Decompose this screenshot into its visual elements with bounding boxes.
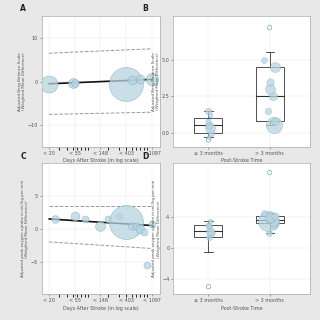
Point <box>208 113 213 118</box>
Point <box>138 226 143 231</box>
Text: D: D <box>142 152 149 161</box>
Y-axis label: Adjusted peak oxygen uptake in mL/kg per min
(Weighted Mean Difference): Adjusted peak oxygen uptake in mL/kg per… <box>21 180 29 277</box>
X-axis label: Post-Stroke Time: Post-Stroke Time <box>221 158 262 164</box>
Bar <box>195 118 222 132</box>
X-axis label: Days After Stroke (in log scale): Days After Stroke (in log scale) <box>63 306 139 311</box>
Point <box>52 216 57 221</box>
Text: B: B <box>142 4 148 13</box>
X-axis label: Days After Stroke (in log scale): Days After Stroke (in log scale) <box>63 158 139 164</box>
Point <box>206 134 212 140</box>
Point <box>206 284 211 289</box>
Point <box>207 228 212 234</box>
Point <box>272 213 277 218</box>
Point <box>272 64 277 69</box>
Point <box>271 217 276 222</box>
Point <box>266 219 271 224</box>
Bar <box>256 67 284 121</box>
Point <box>267 25 272 30</box>
Point <box>268 216 273 221</box>
Point <box>98 223 103 228</box>
Point <box>209 230 214 235</box>
Text: A: A <box>20 4 26 13</box>
Y-axis label: Adjusted Berg Balance Scale
(Weighted Mean Difference): Adjusted Berg Balance Scale (Weighted Me… <box>152 52 160 111</box>
Point <box>124 81 129 86</box>
Point <box>262 211 267 216</box>
Point <box>268 215 273 220</box>
Y-axis label: Adjusted peak oxygen uptake in mL/kg per min
(Weighted Mean Difference): Adjusted peak oxygen uptake in mL/kg per… <box>152 180 161 277</box>
Point <box>124 220 129 225</box>
X-axis label: Post-Stroke Time: Post-Stroke Time <box>221 306 262 311</box>
Point <box>272 123 277 128</box>
Point <box>268 86 273 92</box>
Point <box>205 118 210 124</box>
Point <box>268 79 273 84</box>
Point <box>72 213 77 218</box>
Point <box>70 80 75 85</box>
Point <box>273 221 278 226</box>
Point <box>106 216 111 221</box>
Text: C: C <box>20 152 26 161</box>
Point <box>141 229 146 235</box>
Point <box>208 219 213 224</box>
Point <box>205 222 210 228</box>
Point <box>206 224 212 229</box>
Point <box>206 137 211 142</box>
Point <box>206 234 212 239</box>
Point <box>138 77 143 82</box>
Point <box>116 213 121 218</box>
Point <box>134 223 139 228</box>
Point <box>129 223 134 228</box>
Point <box>149 77 155 82</box>
Point <box>206 123 212 128</box>
Point <box>205 108 210 113</box>
Bar <box>195 225 222 236</box>
Point <box>46 81 52 86</box>
Point <box>207 126 212 131</box>
Point <box>266 108 271 113</box>
Point <box>262 57 267 62</box>
Point <box>149 221 155 226</box>
Point <box>82 216 87 221</box>
Point <box>209 130 214 135</box>
Point <box>267 170 272 175</box>
Point <box>129 78 134 83</box>
Point <box>272 224 277 229</box>
Point <box>271 94 276 99</box>
Point <box>266 230 271 235</box>
Bar <box>256 216 284 223</box>
Point <box>72 80 77 85</box>
Point <box>144 262 149 268</box>
Y-axis label: Adjusted Berg Balance Scale
(Weighted Mean Difference): Adjusted Berg Balance Scale (Weighted Me… <box>18 52 26 111</box>
Point <box>273 118 278 124</box>
